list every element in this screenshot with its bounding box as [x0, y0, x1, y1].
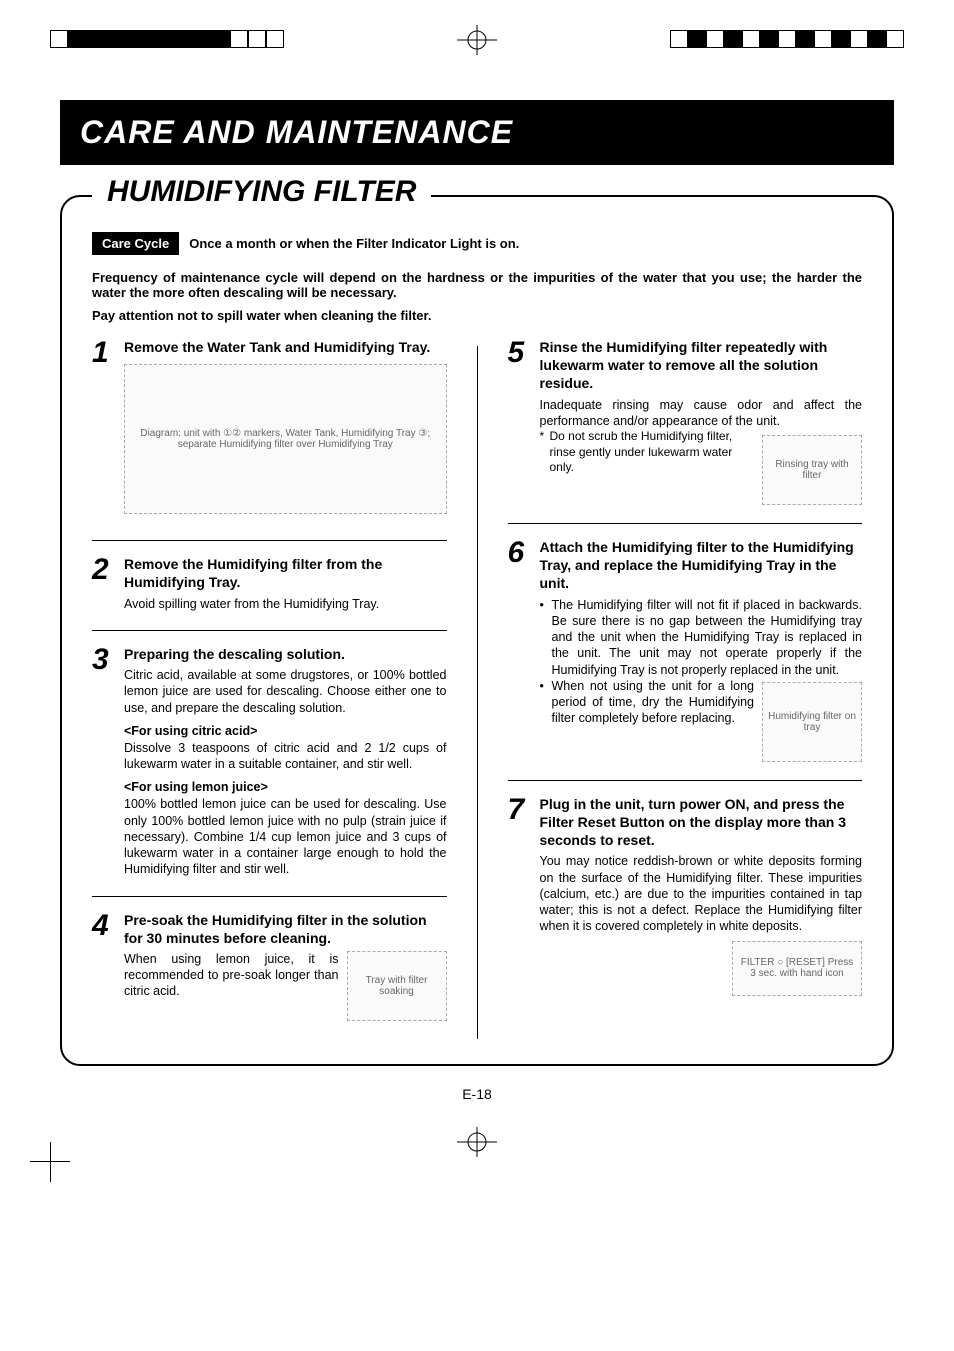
step-number: 1	[92, 338, 114, 522]
step-divider	[92, 540, 447, 541]
step-title: Remove the Water Tank and Humidifying Tr…	[124, 338, 447, 356]
step-1: 1 Remove the Water Tank and Humidifying …	[92, 338, 447, 522]
intro-line-1: Frequency of maintenance cycle will depe…	[92, 270, 862, 300]
crop-marks-bottom	[0, 1122, 954, 1182]
step-body-text: Inadequate rinsing may cause odor and af…	[540, 397, 863, 430]
step-divider	[92, 630, 447, 631]
care-cycle-row: Care Cycle Once a month or when the Filt…	[92, 232, 862, 255]
section-title: HUMIDIFYING FILTER	[107, 175, 416, 208]
step-3: 3 Preparing the descaling solution. Citr…	[92, 645, 447, 878]
main-title: CARE AND MAINTENANCE	[80, 114, 874, 151]
step-divider	[92, 896, 447, 897]
step-divider	[508, 780, 863, 781]
care-cycle-text: Once a month or when the Filter Indicato…	[189, 236, 519, 251]
main-title-bar: CARE AND MAINTENANCE	[60, 100, 894, 165]
page-content: CARE AND MAINTENANCE HUMIDIFYING FILTER …	[0, 60, 954, 1122]
step-2: 2 Remove the Humidifying filter from the…	[92, 555, 447, 612]
step-4: 4 Pre-soak the Humidifying filter in the…	[92, 911, 447, 1021]
page-number: E-18	[60, 1086, 894, 1102]
step-number: 5	[508, 338, 530, 505]
step-number: 2	[92, 555, 114, 612]
intro-line-2: Pay attention not to spill water when cl…	[92, 308, 862, 323]
step-1-diagram: Diagram: unit with ①② markers, Water Tan…	[124, 364, 447, 514]
step-body-text: You may notice reddish-brown or white de…	[540, 853, 863, 934]
step-number: 7	[508, 795, 530, 996]
step-5: 5 Rinse the Humidifying filter repeatedl…	[508, 338, 863, 505]
section-box: HUMIDIFYING FILTER Care Cycle Once a mon…	[60, 195, 894, 1066]
step-6: 6 Attach the Humidifying filter to the H…	[508, 538, 863, 762]
step-5-note: Do not scrub the Humidifying filter, rin…	[540, 429, 863, 476]
crop-marks-top	[0, 0, 954, 60]
columns: 1 Remove the Water Tank and Humidifying …	[92, 338, 862, 1039]
sub-body-lemon: 100% bottled lemon juice can be used for…	[124, 796, 447, 877]
crop-bar-right	[670, 30, 904, 48]
registration-mark-bottom	[457, 1127, 497, 1162]
step-title: Remove the Humidifying filter from the H…	[124, 555, 447, 591]
step-number: 3	[92, 645, 114, 878]
crop-bar-left	[50, 30, 284, 48]
step-6-bullet-1: The Humidifying filter will not fit if p…	[540, 597, 863, 678]
step-7: 7 Plug in the unit, turn power ON, and p…	[508, 795, 863, 996]
column-divider	[477, 346, 478, 1039]
step-body-text: Avoid spilling water from the Humidifyin…	[124, 596, 447, 612]
step-body-text: Citric acid, available at some drugstore…	[124, 667, 447, 716]
step-title: Rinse the Humidifying filter repeatedly …	[540, 338, 863, 393]
step-title: Attach the Humidifying filter to the Hum…	[540, 538, 863, 593]
step-7-diagram: FILTER ○ [RESET] Press 3 sec. with hand …	[732, 941, 862, 996]
step-number: 6	[508, 538, 530, 762]
sub-body-citric: Dissolve 3 teaspoons of citric acid and …	[124, 740, 447, 773]
step-title: Preparing the descaling solution.	[124, 645, 447, 663]
step-title: Pre-soak the Humidifying filter in the s…	[124, 911, 447, 947]
care-cycle-badge: Care Cycle	[92, 232, 179, 255]
registration-mark-top	[457, 25, 497, 60]
step-4-diagram: Tray with filter soaking	[347, 951, 447, 1021]
left-column: 1 Remove the Water Tank and Humidifying …	[92, 338, 447, 1039]
step-6-bullet-2: When not using the unit for a long perio…	[540, 678, 863, 727]
sub-heading-lemon: <For using lemon juice>	[124, 780, 447, 794]
section-title-wrap: HUMIDIFYING FILTER	[92, 175, 431, 209]
sub-heading-citric: <For using citric acid>	[124, 724, 447, 738]
right-column: 5 Rinse the Humidifying filter repeatedl…	[508, 338, 863, 1039]
step-number: 4	[92, 911, 114, 1021]
step-title: Plug in the unit, turn power ON, and pre…	[540, 795, 863, 850]
step-divider	[508, 523, 863, 524]
